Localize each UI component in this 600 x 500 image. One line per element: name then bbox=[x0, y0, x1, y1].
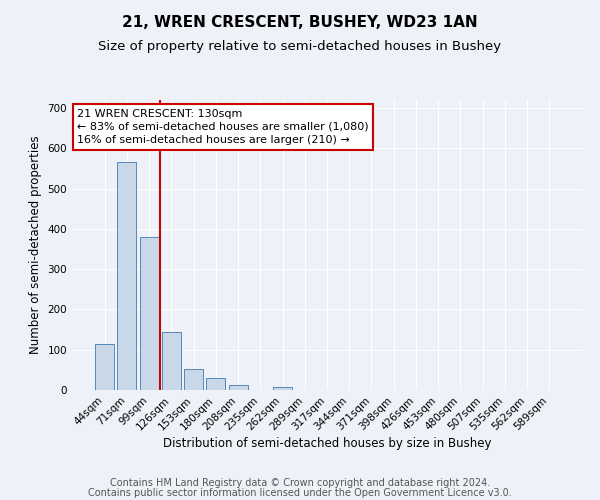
Text: Size of property relative to semi-detached houses in Bushey: Size of property relative to semi-detach… bbox=[98, 40, 502, 53]
X-axis label: Distribution of semi-detached houses by size in Bushey: Distribution of semi-detached houses by … bbox=[163, 438, 491, 450]
Text: Contains HM Land Registry data © Crown copyright and database right 2024.: Contains HM Land Registry data © Crown c… bbox=[110, 478, 490, 488]
Bar bbox=[229, 385, 248, 390]
Y-axis label: Number of semi-detached properties: Number of semi-detached properties bbox=[29, 136, 42, 354]
Text: Contains public sector information licensed under the Open Government Licence v3: Contains public sector information licen… bbox=[88, 488, 512, 498]
Bar bbox=[184, 369, 203, 390]
Text: 21, WREN CRESCENT, BUSHEY, WD23 1AN: 21, WREN CRESCENT, BUSHEY, WD23 1AN bbox=[122, 15, 478, 30]
Bar bbox=[140, 237, 158, 390]
Bar bbox=[206, 378, 225, 390]
Bar bbox=[118, 162, 136, 390]
Bar bbox=[95, 344, 114, 390]
Bar bbox=[273, 387, 292, 390]
Text: 21 WREN CRESCENT: 130sqm
← 83% of semi-detached houses are smaller (1,080)
16% o: 21 WREN CRESCENT: 130sqm ← 83% of semi-d… bbox=[77, 108, 369, 145]
Bar bbox=[162, 332, 181, 390]
